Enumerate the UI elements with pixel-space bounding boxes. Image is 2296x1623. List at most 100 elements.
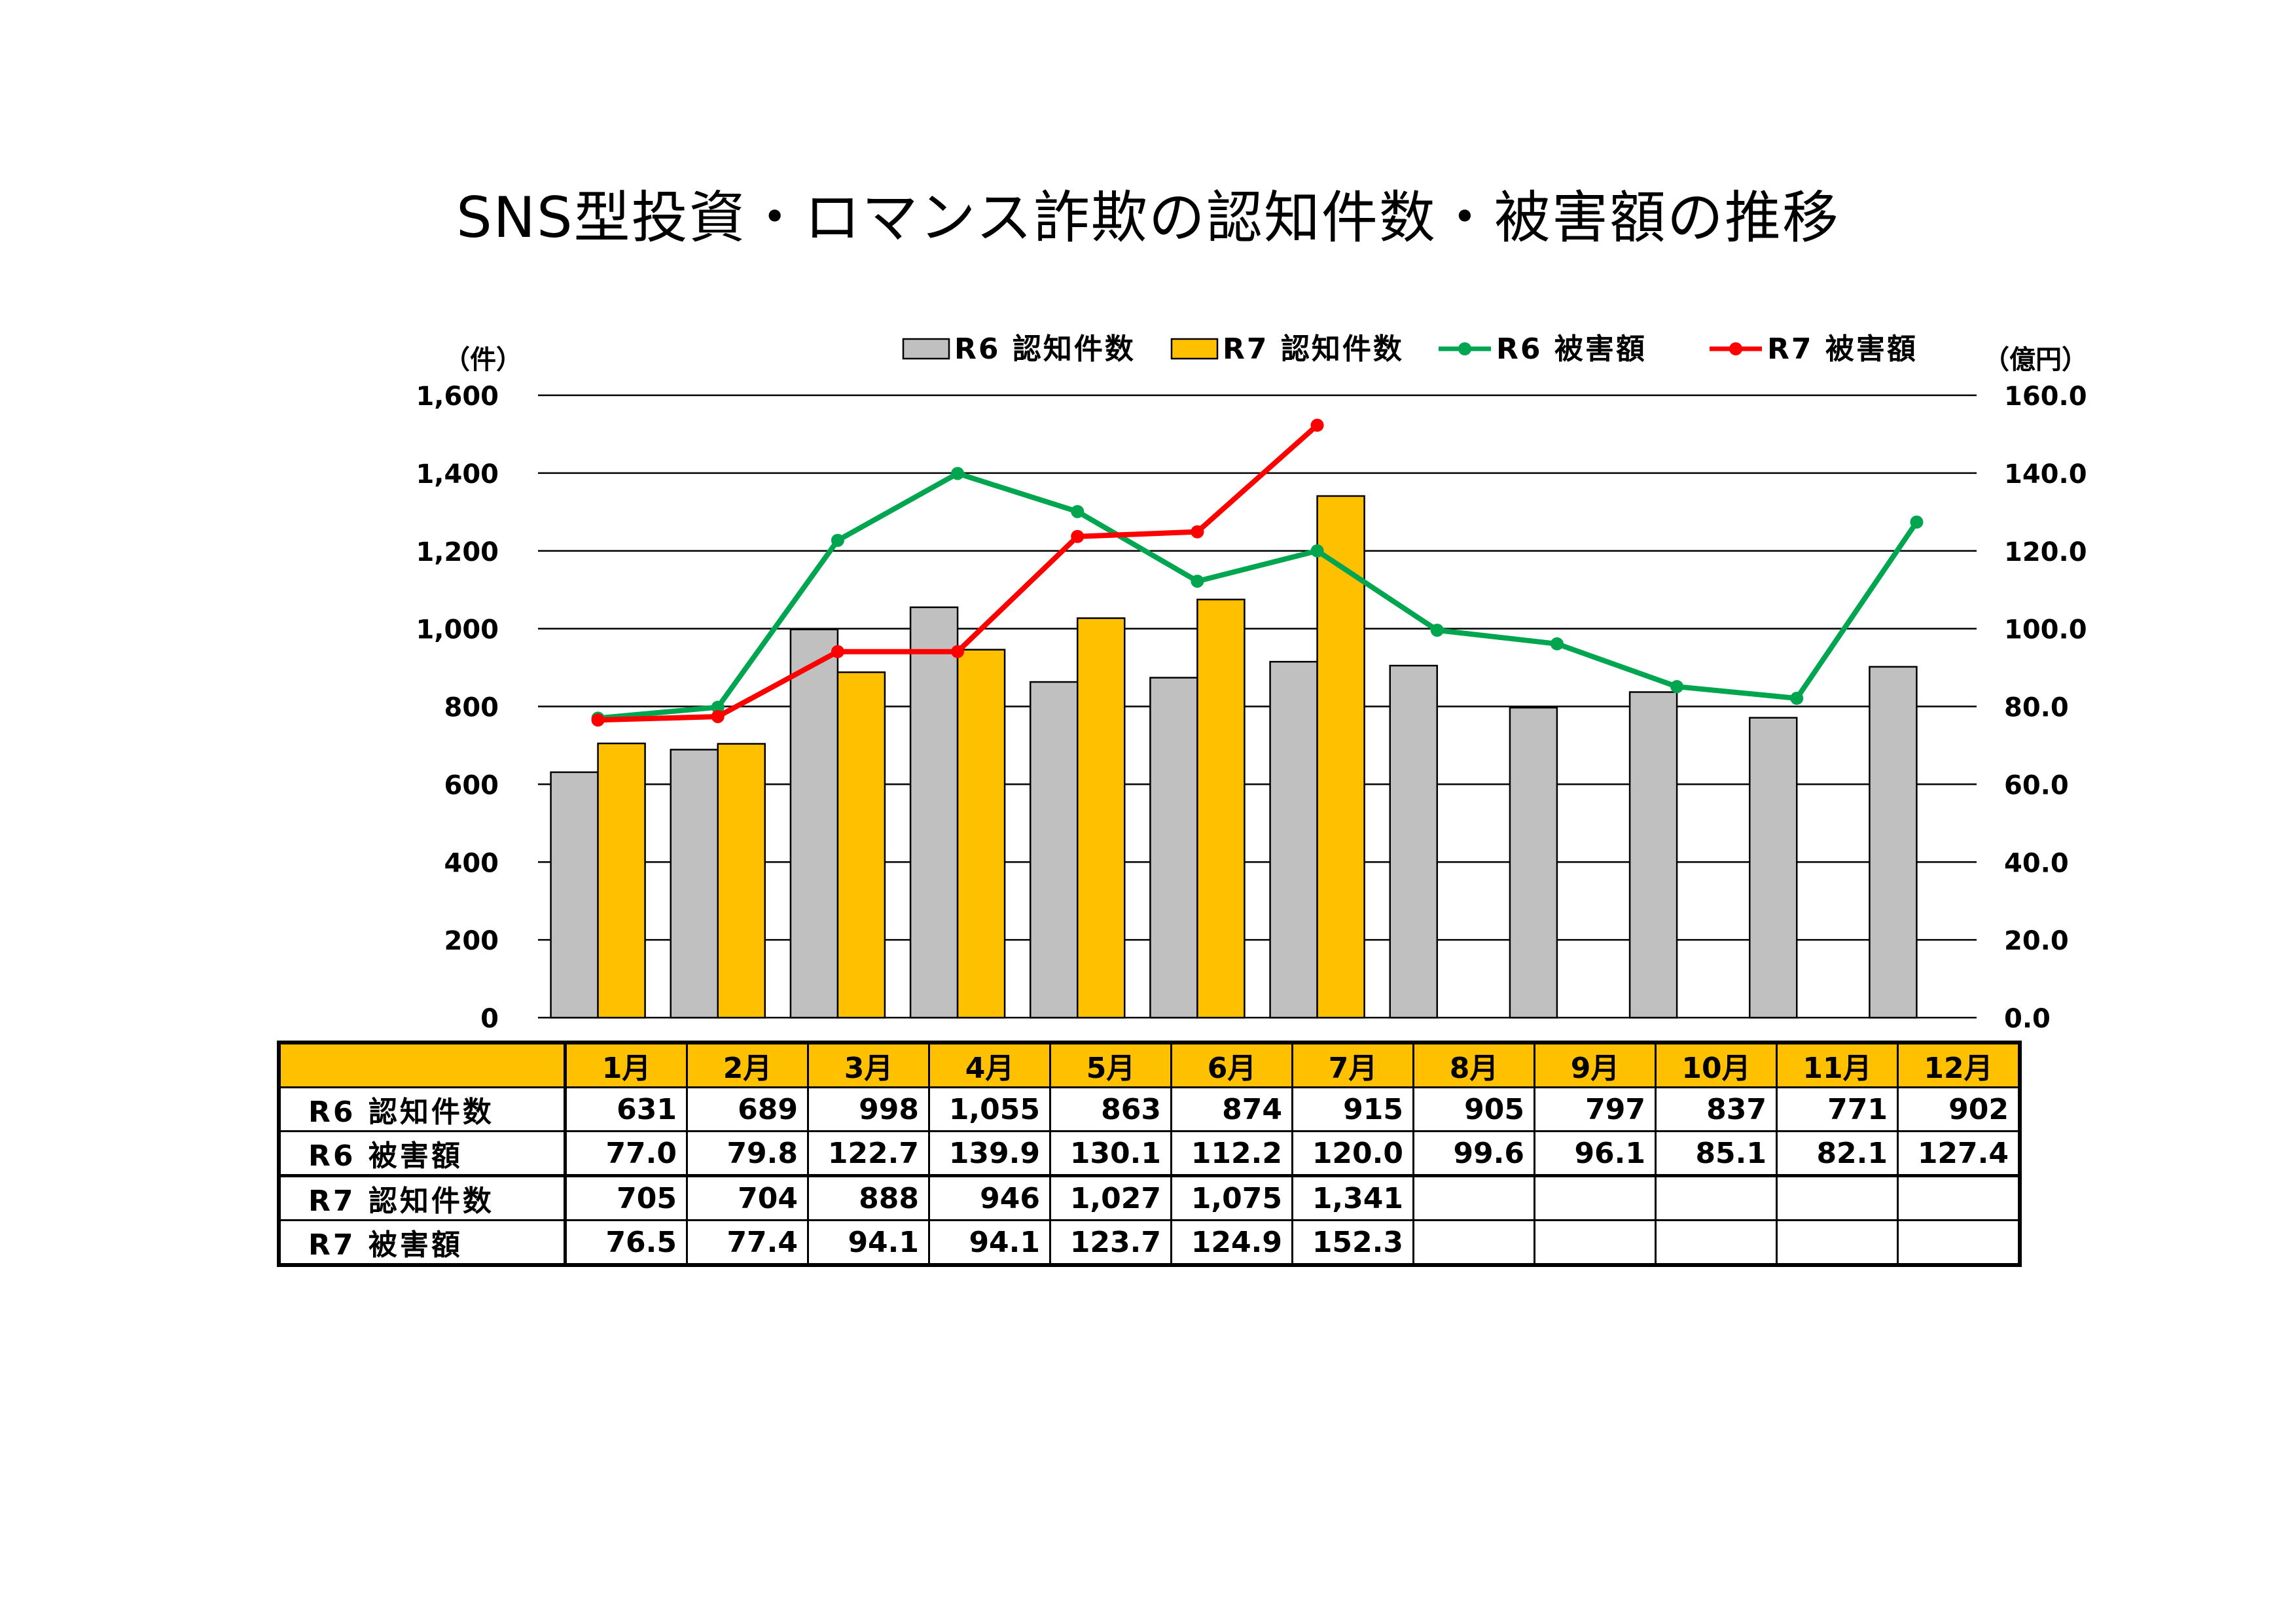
value-cell: 1,341 (1291, 1174, 1414, 1221)
value-cell: 874 (1170, 1086, 1293, 1132)
right-tick-label: 140.0 (2004, 459, 2087, 490)
series-line-r6 (598, 471, 1919, 721)
value-cell (1655, 1219, 1778, 1267)
value-cell: 124.9 (1170, 1219, 1293, 1267)
month-header-cell: 8月 (1412, 1041, 1535, 1088)
value-cell: 99.6 (1412, 1130, 1535, 1177)
left-tick-label: 0 (480, 1004, 499, 1034)
value-cell: 863 (1049, 1086, 1172, 1132)
row-label-cell: R7 被害額 (277, 1219, 567, 1267)
value-cell: 96.1 (1534, 1130, 1657, 1177)
month-header-cell: 12月 (1897, 1041, 2022, 1088)
month-header-cell: 7月 (1291, 1041, 1414, 1088)
legend-swatch (1170, 338, 1219, 360)
right-axis-unit: （億円） (1983, 345, 2088, 375)
value-cell: 704 (686, 1174, 809, 1221)
value-cell: 112.2 (1170, 1130, 1293, 1177)
bar-r7 (717, 743, 766, 1019)
line-point-r6 (1550, 637, 1564, 651)
value-cell: 76.5 (564, 1219, 688, 1267)
month-header-cell: 5月 (1049, 1041, 1172, 1088)
left-tick-label: 200 (444, 926, 499, 956)
line-point-r7 (1071, 529, 1085, 543)
bar-r6 (1149, 677, 1198, 1019)
legend-label: R6 被害額 (1496, 332, 1647, 366)
right-tick-label: 0.0 (2004, 1004, 2051, 1034)
left-tick-label: 1,400 (416, 459, 499, 490)
value-cell: 915 (1291, 1086, 1414, 1132)
value-cell (1412, 1219, 1535, 1267)
table-row: R6 被害額 77.0 79.8 122.7 139.9 130.1 112.2 120.0 9… (277, 1130, 2022, 1177)
month-header-cell: 11月 (1776, 1041, 1899, 1088)
legend-label: R6 認知件数 (954, 332, 1136, 366)
month-header-cell: 2月 (686, 1041, 809, 1088)
value-cell: 946 (928, 1174, 1051, 1221)
line-point-r7 (591, 713, 605, 727)
value-cell: 79.8 (686, 1130, 809, 1177)
value-cell: 82.1 (1776, 1130, 1899, 1177)
line-point-r6 (1191, 575, 1204, 588)
row-label-cell: R6 被害額 (277, 1130, 567, 1177)
row-label-cell: R6 認知件数 (277, 1086, 567, 1132)
value-cell: 631 (564, 1086, 688, 1132)
line-point-r6 (1071, 505, 1085, 518)
line-point-r6 (1310, 544, 1324, 558)
value-cell: 998 (807, 1086, 930, 1132)
right-tick-label: 60.0 (2004, 770, 2069, 800)
value-cell: 139.9 (928, 1130, 1051, 1177)
line-point-r6 (831, 533, 844, 547)
value-cell (1534, 1174, 1657, 1221)
right-tick-label: 20.0 (2004, 926, 2069, 956)
bar-r6 (1749, 717, 1798, 1019)
value-cell: 902 (1897, 1086, 2022, 1132)
value-cell: 797 (1534, 1086, 1657, 1132)
value-cell: 888 (807, 1174, 930, 1221)
line-point-r6 (711, 700, 725, 714)
bar-r7 (956, 649, 1006, 1019)
value-cell: 1,027 (1049, 1174, 1172, 1221)
value-cell (1897, 1174, 2022, 1221)
value-cell: 94.1 (928, 1219, 1051, 1267)
bar-r6 (1628, 691, 1678, 1019)
value-cell: 1,075 (1170, 1174, 1293, 1221)
line-point-r6 (1910, 515, 1924, 529)
data-table: 1月 2月 3月 4月 5月 6月 7月 8月 9月 10月 11月 12月 R6 認知件数 631 689… (277, 1041, 2022, 1267)
value-cell: 152.3 (1291, 1219, 1414, 1267)
value-cell: 122.7 (807, 1130, 930, 1177)
month-header-cell: 1月 (564, 1041, 688, 1088)
left-tick-label: 1,200 (416, 537, 499, 567)
value-cell: 123.7 (1049, 1219, 1172, 1267)
value-cell (1897, 1219, 2022, 1267)
left-tick-label: 1,000 (416, 615, 499, 645)
value-cell (1534, 1219, 1657, 1267)
value-cell: 120.0 (1291, 1130, 1414, 1177)
bar-r6 (1269, 660, 1318, 1019)
bar-r7 (1077, 617, 1126, 1019)
bar-r7 (1196, 598, 1246, 1019)
bar-r6 (1869, 666, 1918, 1019)
line-point-r6 (1430, 624, 1444, 637)
month-header-cell: 4月 (928, 1041, 1051, 1088)
line-point-r7 (1310, 418, 1324, 432)
left-tick-label: 800 (444, 693, 499, 723)
left-tick-label: 600 (444, 770, 499, 800)
value-cell (1776, 1174, 1899, 1221)
value-cell (1655, 1174, 1778, 1221)
bar-r7 (1316, 495, 1365, 1019)
line-point-r7 (711, 709, 725, 723)
value-cell: 771 (1776, 1086, 1899, 1132)
legend-swatch (902, 338, 950, 360)
value-cell: 85.1 (1655, 1130, 1778, 1177)
value-cell: 127.4 (1897, 1130, 2022, 1177)
right-tick-label: 40.0 (2004, 848, 2069, 878)
line-point-r6 (1670, 680, 1684, 694)
bar-r7 (836, 671, 886, 1019)
legend-label: R7 被害額 (1767, 332, 1918, 366)
line-point-r7 (1191, 525, 1204, 539)
line-point-r7 (951, 645, 965, 658)
bar-r6 (1030, 681, 1079, 1019)
bar-r6 (550, 771, 599, 1019)
right-tick-label: 160.0 (2004, 382, 2087, 412)
value-cell: 94.1 (807, 1219, 930, 1267)
line-point-r6 (951, 467, 965, 480)
